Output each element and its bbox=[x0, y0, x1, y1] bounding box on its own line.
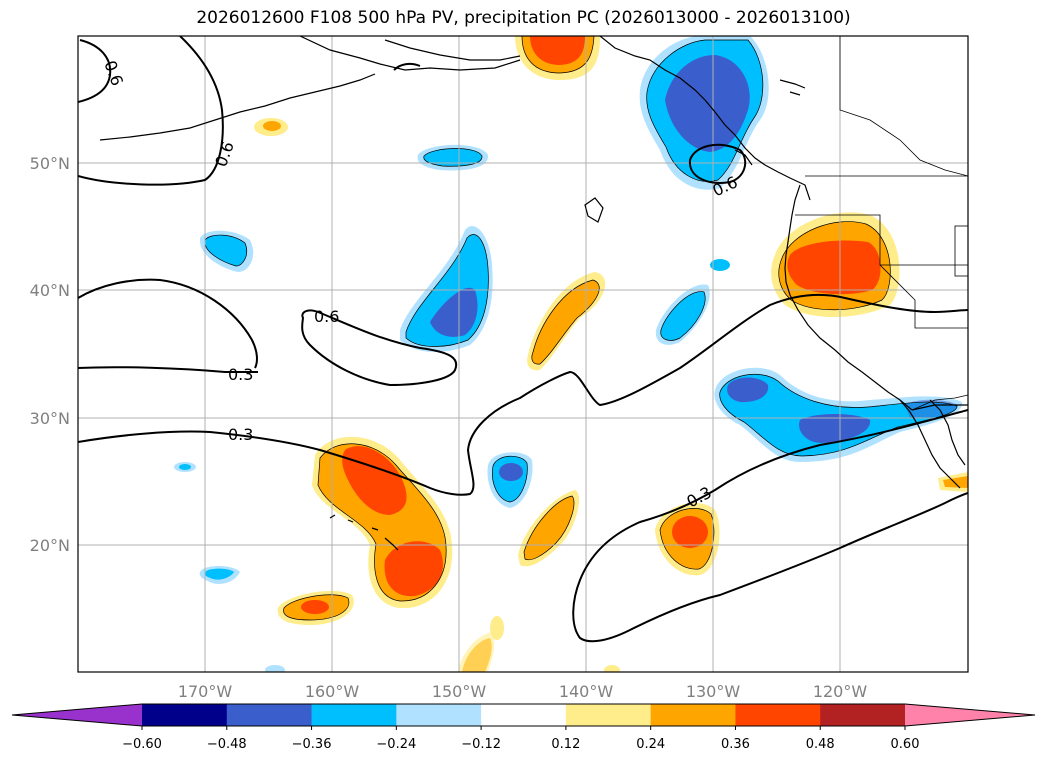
colorbar-segment bbox=[481, 704, 567, 726]
lon-label: 120°W bbox=[813, 682, 868, 701]
pv-contours bbox=[78, 36, 968, 643]
lon-label: 130°W bbox=[686, 682, 741, 701]
map-title: 2026012600 F108 500 hPa PV, precipitatio… bbox=[196, 8, 851, 28]
colorbar-segment bbox=[142, 704, 228, 726]
colorbar: −0.60 −0.48 −0.36 −0.24 −0.12 0.12 0.24 0.36 0.4… bbox=[11, 703, 1036, 752]
colorbar-tick-label: −0.60 bbox=[122, 737, 162, 752]
lat-label: 50°N bbox=[30, 154, 70, 173]
colorbar-segment bbox=[820, 704, 906, 726]
colorbar-tick-label: −0.48 bbox=[207, 737, 247, 752]
colorbar-segment bbox=[226, 704, 313, 726]
precip-positive-areas bbox=[254, 36, 968, 672]
contour-label: 0.6 bbox=[314, 307, 339, 326]
colorbar-tick-label: −0.36 bbox=[292, 737, 332, 752]
lat-label: 30°N bbox=[30, 409, 70, 428]
colorbar-segment bbox=[311, 704, 397, 726]
colorbar-tick-label: 0.24 bbox=[636, 737, 665, 752]
lat-label: 40°N bbox=[30, 281, 70, 300]
longitude-labels: 170°W 160°W 150°W 140°W 130°W 120°W bbox=[178, 682, 868, 701]
colorbar-tick-label: −0.12 bbox=[461, 737, 501, 752]
lon-label: 170°W bbox=[178, 682, 233, 701]
latitude-labels: 50°N 40°N 30°N 20°N bbox=[30, 154, 70, 555]
lon-label: 160°W bbox=[305, 682, 360, 701]
colorbar-tick-label: 0.60 bbox=[891, 737, 920, 752]
lat-label: 20°N bbox=[30, 536, 70, 555]
borders bbox=[795, 36, 968, 411]
colorbar-tick-label: 0.36 bbox=[721, 737, 750, 752]
lon-label: 150°W bbox=[432, 682, 487, 701]
colorbar-segment bbox=[650, 704, 736, 726]
colorbar-tick-label: −0.24 bbox=[376, 737, 416, 752]
colorbar-extend-low bbox=[12, 704, 142, 726]
contour-label: 0.3 bbox=[228, 425, 253, 444]
colorbar-segment bbox=[565, 704, 652, 726]
lon-label: 140°W bbox=[559, 682, 614, 701]
contour-label: 0.3 bbox=[228, 365, 253, 384]
map-frame bbox=[77, 35, 969, 673]
colorbar-tick-label: 0.48 bbox=[806, 737, 835, 752]
colorbar-extend-high bbox=[905, 704, 1035, 726]
colorbar-segment bbox=[396, 704, 482, 726]
colorbar-tick-label: 0.12 bbox=[551, 737, 580, 752]
coastlines bbox=[99, 36, 968, 551]
colorbar-segment bbox=[735, 704, 821, 726]
precip-negative-areas bbox=[174, 36, 963, 672]
